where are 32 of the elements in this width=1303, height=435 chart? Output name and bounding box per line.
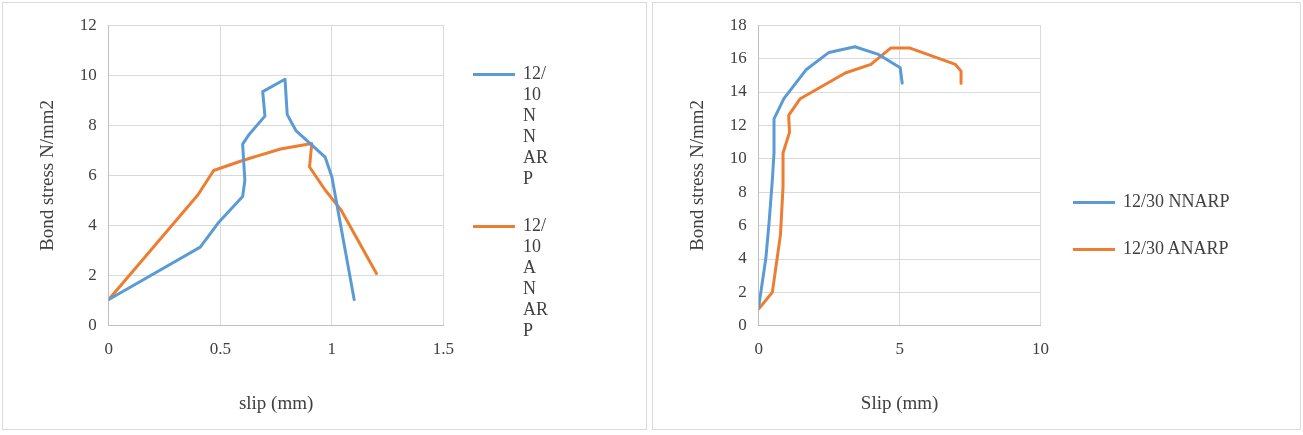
x-axis-title: slip (mm) bbox=[238, 391, 314, 414]
x-tick-label: 0 bbox=[104, 339, 114, 359]
y-axis-title: Bond stress N/mm2 bbox=[36, 100, 58, 251]
y-tick-label: 2 bbox=[88, 265, 97, 285]
y-tick-label: 4 bbox=[738, 248, 748, 268]
legend-label: 12/30 NNARP bbox=[1123, 191, 1230, 212]
y-tick-label: 0 bbox=[88, 315, 97, 335]
y-tick-label: 10 bbox=[79, 64, 97, 84]
y-tick-label: 8 bbox=[88, 114, 97, 134]
legend-label: 12/30 ANARP bbox=[1123, 238, 1229, 259]
y-tick-label: 8 bbox=[738, 181, 747, 201]
x-tick-label: 1 bbox=[327, 339, 337, 359]
y-axis-title: Bond stress N/mm2 bbox=[686, 100, 708, 251]
y-tick-label: 6 bbox=[738, 215, 747, 235]
x-tick-label: 0 bbox=[754, 339, 764, 359]
legend-label: 12/10 ANARP bbox=[523, 215, 549, 341]
legend-label: 12/10 NNARP bbox=[523, 63, 549, 189]
x-tick-label: 1.5 bbox=[432, 339, 454, 359]
y-tick-label: 6 bbox=[88, 164, 97, 184]
y-tick-label: 4 bbox=[88, 215, 98, 235]
x-tick-label: 0.5 bbox=[209, 339, 231, 359]
x-tick-label: 10 bbox=[1032, 339, 1049, 359]
y-tick-label: 12 bbox=[79, 14, 97, 34]
y-tick-label: 14 bbox=[729, 81, 748, 101]
y-tick-label: 16 bbox=[729, 48, 747, 68]
x-axis-title: Slip (mm) bbox=[860, 391, 939, 414]
y-tick-label: 12 bbox=[729, 114, 747, 134]
y-tick-label: 2 bbox=[738, 281, 747, 301]
y-tick-label: 10 bbox=[729, 148, 747, 168]
y-tick-label: 0 bbox=[738, 315, 747, 335]
x-tick-label: 5 bbox=[895, 339, 904, 359]
y-tick-label: 18 bbox=[729, 14, 747, 34]
